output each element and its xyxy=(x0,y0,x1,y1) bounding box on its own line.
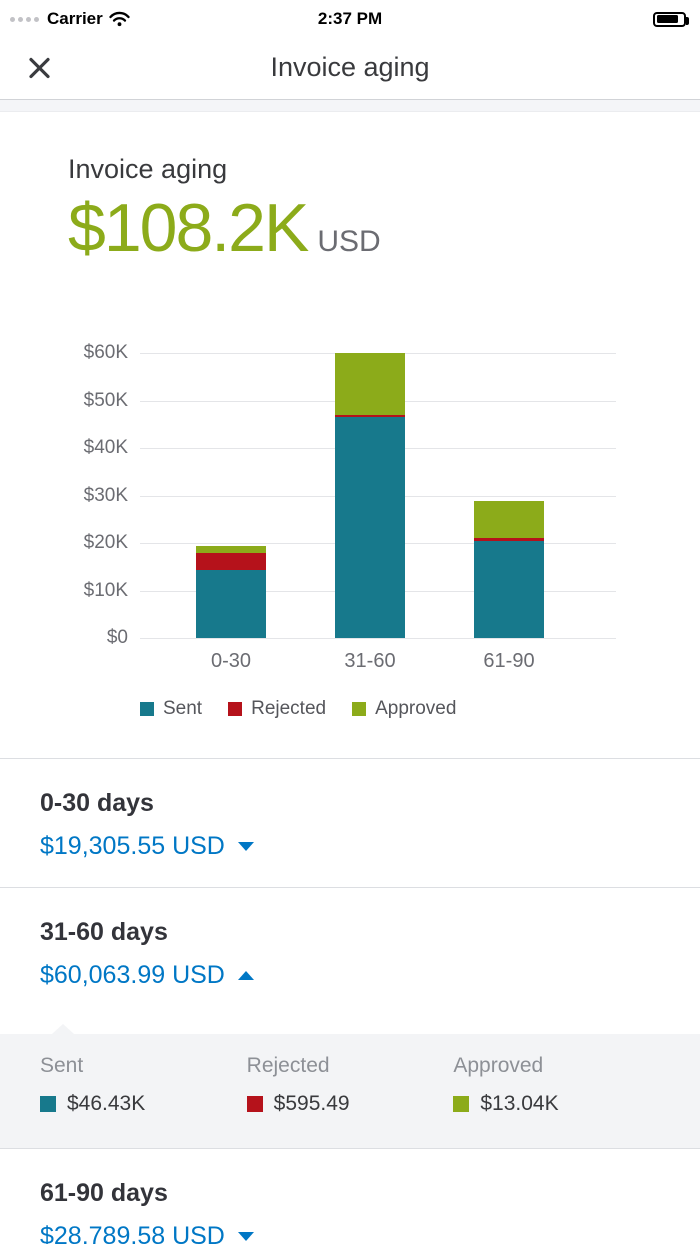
wifi-icon xyxy=(109,11,130,27)
y-axis-label: $0 xyxy=(106,627,128,648)
legend-label: Approved xyxy=(375,698,457,719)
section-row-31-60-days: 31-60 days $60,063.99 USD Sent $46.43K Rejec… xyxy=(0,887,700,1148)
bar-segment-approved-0-30[interactable] xyxy=(196,546,266,554)
section-amount-text: $28,789.58 USD xyxy=(40,1222,225,1244)
detail-swatch-sent xyxy=(40,1096,56,1112)
total-amount: $108.2K USD xyxy=(68,189,700,267)
bar-segment-approved-31-60[interactable] xyxy=(335,352,405,415)
summary-title: Invoice aging xyxy=(68,154,228,184)
page-title: Invoice aging xyxy=(270,52,430,82)
x-axis-label: 61-90 xyxy=(483,650,535,672)
detail-value-row: $13.04K xyxy=(453,1092,660,1116)
aging-sections: 0-30 days $19,305.55 USD 31-60 days $60,063… xyxy=(0,758,700,1244)
y-axis-label: $40K xyxy=(83,437,128,458)
total-amount-currency: USD xyxy=(317,225,381,258)
chevron-down-icon xyxy=(237,842,254,851)
bar-segment-rejected-0-30[interactable] xyxy=(196,553,266,571)
y-axis-label: $10K xyxy=(83,579,128,601)
battery-fill xyxy=(656,15,678,23)
detail-label: Sent xyxy=(40,1054,84,1077)
detail-label: Approved xyxy=(453,1054,544,1077)
section-title: 31-60 days xyxy=(40,918,168,946)
bar-segment-rejected-31-60[interactable] xyxy=(335,414,405,418)
detail-notch xyxy=(52,1024,74,1034)
bar-segment-approved-61-90[interactable] xyxy=(474,501,544,539)
x-axis-label: 0-30 xyxy=(210,650,252,672)
detail-value: $595.49 xyxy=(273,1092,350,1115)
chevron-down-icon xyxy=(237,1232,254,1241)
chevron-up-icon xyxy=(237,971,254,980)
legend-swatch-sent xyxy=(140,702,154,716)
carrier-label: Carrier xyxy=(47,9,103,28)
signal-strength-icon xyxy=(10,16,39,22)
legend-item-sent: Sent xyxy=(140,698,202,720)
detail-value-row: $595.49 xyxy=(246,1092,454,1116)
carrier-group: Carrier xyxy=(10,9,130,29)
section-amount-toggle-61-90-days[interactable]: $28,789.58 USD xyxy=(40,1222,254,1244)
section-amount-toggle-0-30-days[interactable]: $19,305.55 USD xyxy=(40,832,254,861)
detail-col-approved: Approved $13.04K xyxy=(453,1054,660,1116)
detail-col-sent: Sent $46.43K xyxy=(40,1054,247,1116)
section-row-61-90-days: 61-90 days $28,789.58 USD xyxy=(0,1148,700,1244)
section-amount-toggle-31-60-days[interactable]: $60,063.99 USD xyxy=(40,961,254,990)
detail-value: $46.43K xyxy=(67,1092,146,1115)
detail-swatch-approved xyxy=(453,1096,470,1112)
bar-segment-sent-31-60[interactable] xyxy=(335,417,405,638)
detail-swatch-rejected xyxy=(246,1096,263,1112)
legend-item-rejected: Rejected xyxy=(228,698,326,720)
close-button[interactable] xyxy=(22,50,57,85)
legend-swatch-approved xyxy=(352,702,367,716)
bar-segment-rejected-61-90[interactable] xyxy=(474,538,544,541)
y-axis-label: $50K xyxy=(83,389,128,411)
gridline xyxy=(140,638,616,639)
bar-segment-sent-0-30[interactable] xyxy=(196,570,266,638)
x-axis-label: 31-60 xyxy=(344,650,396,672)
navbar: Invoice aging xyxy=(0,36,700,100)
battery-icon xyxy=(653,11,689,27)
status-bar: Carrier 2:37 PM xyxy=(0,0,700,36)
section-row-0-30-days: 0-30 days $19,305.55 USD xyxy=(0,758,700,887)
section-amount-text: $19,305.55 USD xyxy=(40,832,225,860)
detail-value: $13.04K xyxy=(480,1092,559,1115)
chart-legend: Sent Rejected Approved xyxy=(140,698,700,720)
summary: Invoice aging $108.2K USD xyxy=(0,112,700,267)
detail-label: Rejected xyxy=(246,1054,330,1077)
invoice-aging-chart: $0 $10K $20K $30K $40K $50K $60K 0-30 31-60 61-90 xyxy=(0,327,700,672)
y-axis-label: $20K xyxy=(83,532,128,553)
legend-label: Rejected xyxy=(251,698,327,719)
detail-panel: Sent $46.43K Rejected $595.49 Approved $13.04… xyxy=(0,1024,700,1148)
legend-item-approved: Approved xyxy=(352,698,456,720)
bar-segment-sent-61-90[interactable] xyxy=(474,540,544,638)
nav-divider xyxy=(0,100,700,112)
legend-label: Sent xyxy=(163,698,203,719)
total-amount-value: $108.2K xyxy=(68,190,309,266)
y-axis-label: $60K xyxy=(83,342,128,363)
section-title: 0-30 days xyxy=(40,789,154,817)
legend-swatch-rejected xyxy=(228,702,243,716)
section-title: 61-90 days xyxy=(40,1179,168,1207)
battery-nub xyxy=(686,17,689,25)
y-axis-label: $30K xyxy=(83,484,128,506)
detail-col-rejected: Rejected $595.49 xyxy=(246,1054,454,1116)
status-time: 2:37 PM xyxy=(317,9,383,28)
section-amount-text: $60,063.99 USD xyxy=(40,961,225,989)
detail-value-row: $46.43K xyxy=(40,1092,247,1116)
close-icon xyxy=(29,57,50,78)
